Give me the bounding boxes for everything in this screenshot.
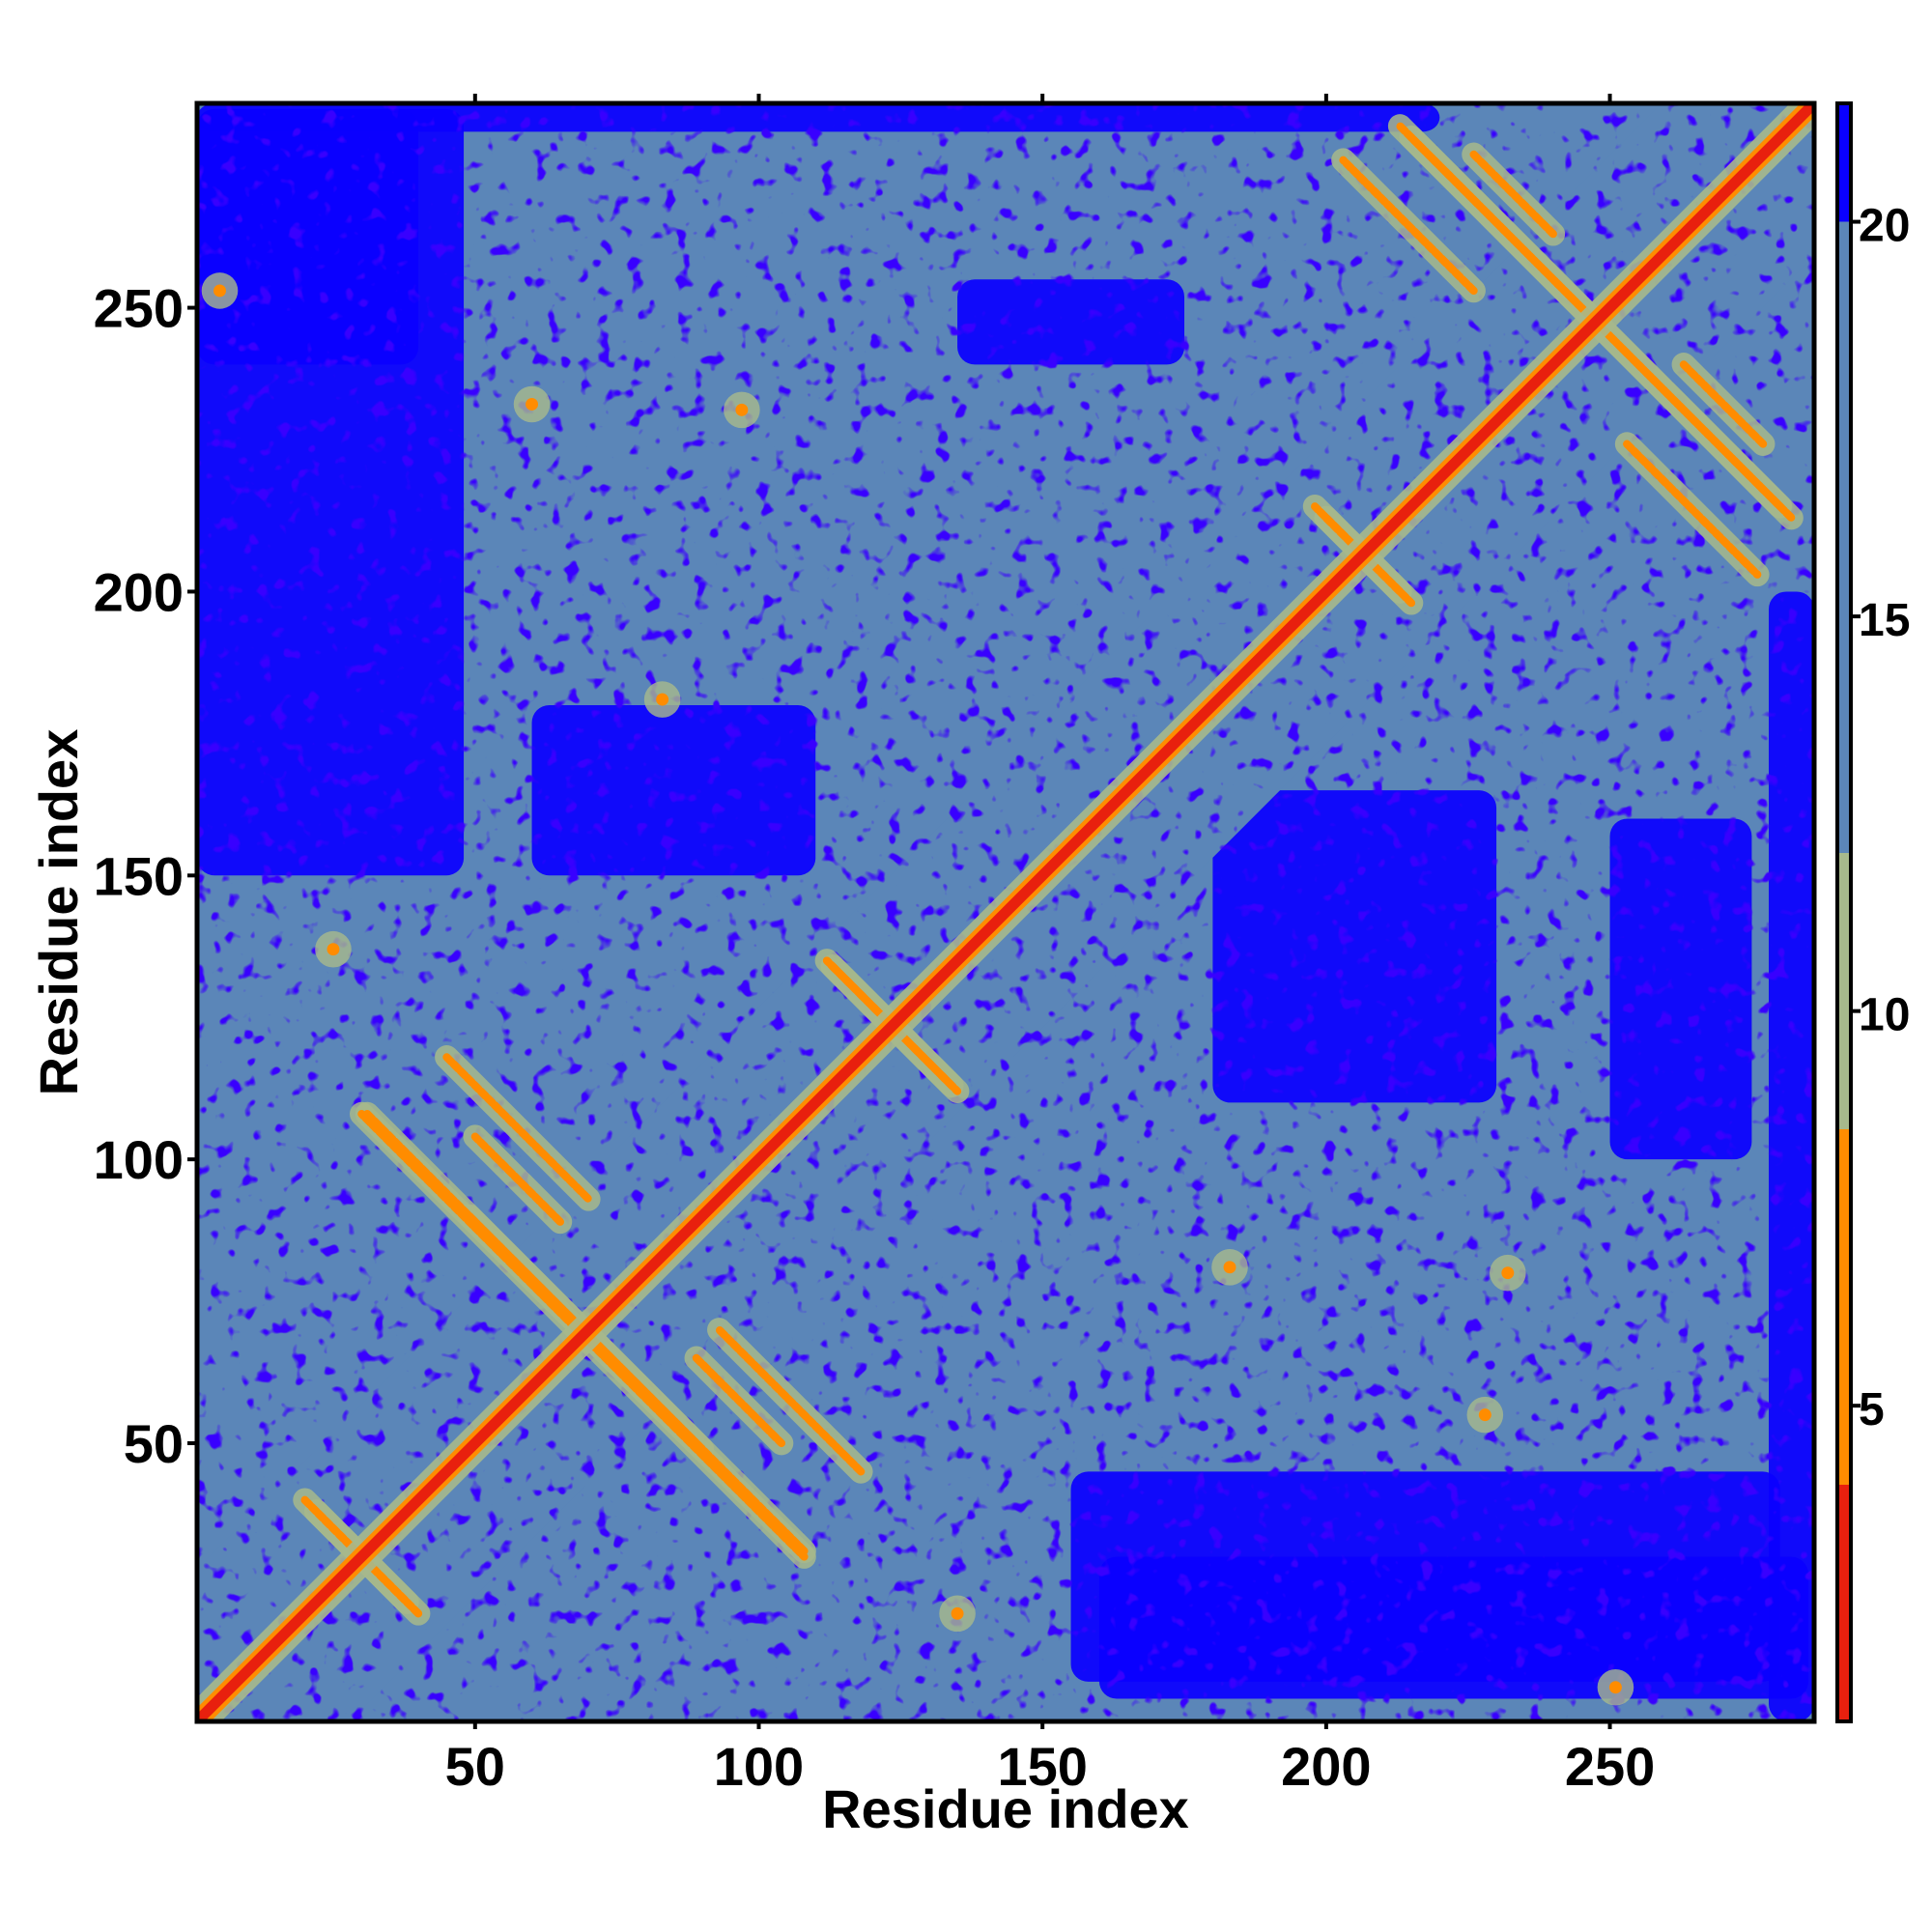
colorbar-ticks: 5 10 15 20: [1851, 201, 1910, 1435]
contact-layer: [213, 122, 1796, 1694]
y-tick-label-100: 100: [94, 1129, 184, 1190]
point-contact-4: [735, 403, 749, 416]
point-contact-6: [1223, 1261, 1236, 1274]
colorbar: 5 10 15 20: [1835, 101, 1910, 1723]
colorbar-tick-label-20: 20: [1859, 201, 1910, 252]
point-contact-7: [1501, 1266, 1515, 1280]
contact-segment-4-1: [470, 1132, 565, 1226]
y-tick-label-50: 50: [124, 1413, 184, 1474]
point-contact-8: [1478, 1408, 1492, 1422]
contact-segment-8-0: [1469, 150, 1557, 239]
x-axis-title: Residue index: [822, 1778, 1189, 1839]
heatmap-plot-area: [197, 103, 1814, 1721]
y-axis-title: Residue index: [28, 729, 89, 1096]
diagonal-line: [197, 103, 1814, 1721]
contact-segment-1-1: [465, 1211, 809, 1555]
contact-segment-9-0: [1623, 440, 1762, 579]
x-tick-label-200: 200: [1281, 1736, 1371, 1797]
main-diagonal: [197, 103, 1814, 1721]
point-contact-2: [526, 398, 539, 411]
contact-segment-2-0: [442, 1053, 593, 1204]
plot-frame: [194, 100, 1817, 1724]
x-tick-label-50: 50: [445, 1736, 505, 1797]
y-axis: 50 100 150 200 250: [94, 278, 197, 1474]
x-axis: 50 100 150 200 250: [445, 94, 1655, 1797]
contact-segment-3-1: [357, 1110, 593, 1346]
colorbar-tick-label-10: 10: [1859, 990, 1910, 1041]
y-tick-label-150: 150: [94, 845, 184, 906]
point-contact-5: [951, 1606, 964, 1620]
point-contact-3: [656, 693, 669, 706]
y-tick-label-200: 200: [94, 561, 184, 622]
y-tick-label-250: 250: [94, 278, 184, 339]
point-contact-1: [327, 943, 340, 956]
colorbar-bar: [1835, 101, 1853, 1723]
x-tick-label-250: 250: [1565, 1736, 1655, 1797]
colorbar-tick-label-5: 5: [1859, 1384, 1885, 1435]
point-contact-9: [1608, 1681, 1622, 1694]
contact-segment-2-1: [715, 1325, 866, 1476]
contact-segment-8-1: [1679, 360, 1768, 448]
x-tick-label-150: 150: [997, 1736, 1087, 1797]
contact-segment-3-0: [573, 1325, 809, 1561]
point-contact-0: [213, 284, 226, 298]
colorbar-tick-label-15: 15: [1859, 595, 1910, 646]
contact-segment-9-1: [1339, 156, 1478, 296]
x-tick-label-100: 100: [714, 1736, 804, 1797]
contact-segment-4-0: [692, 1353, 786, 1448]
